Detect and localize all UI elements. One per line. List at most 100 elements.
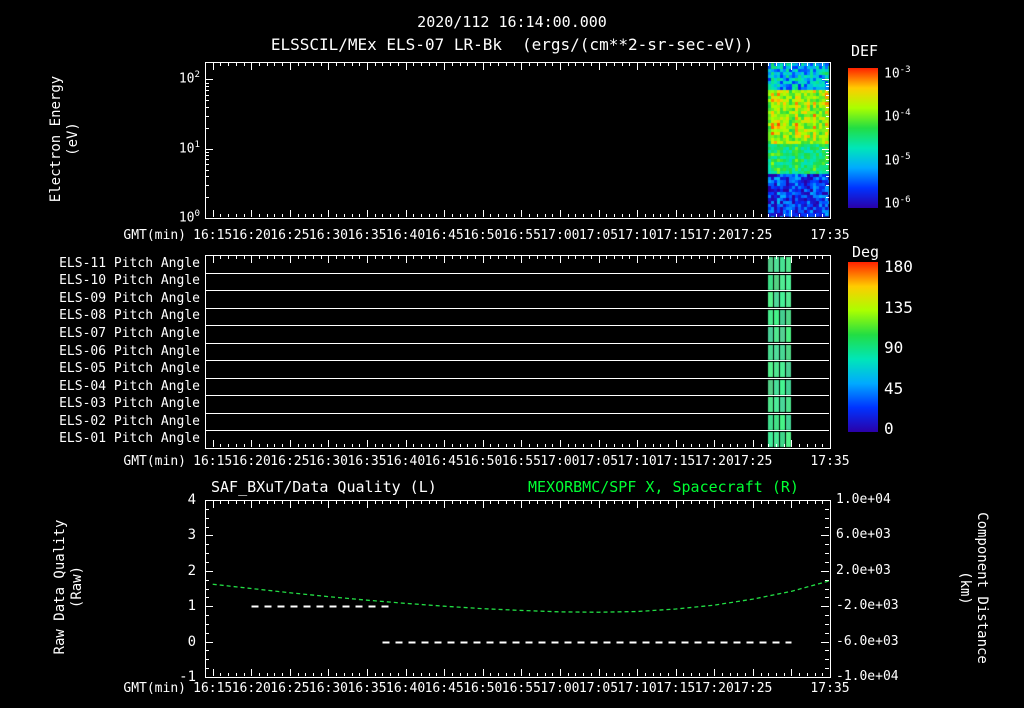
- x-tick-label: 16:45: [424, 228, 464, 243]
- x-tick-label: 16:45: [424, 681, 464, 696]
- pitch-row-label: ELS-09 Pitch Angle: [59, 290, 200, 306]
- plot-title-row: ELSSCIL/MEx ELS-07 LR-Bk (ergs/(cm**2-sr-…: [0, 35, 1024, 54]
- x-tick-label: 16:55: [501, 681, 541, 696]
- x-tick-label: 17:35: [810, 454, 850, 469]
- x-tick-label: 16:50: [463, 454, 503, 469]
- x-tick-label: 17:10: [617, 681, 657, 696]
- x-tick-label: 16:20: [231, 228, 271, 243]
- deg-colorbar-title: Deg: [852, 243, 880, 261]
- pitch-row-label: ELS-08 Pitch Angle: [59, 308, 200, 324]
- pitch-row-label: ELS-01 Pitch Angle: [59, 431, 200, 447]
- p3-left-y-axis-label: Raw Data Quality (Raw): [52, 467, 86, 707]
- p1-y-tick-label: 101: [178, 139, 200, 156]
- pitch-row-label: ELS-11 Pitch Angle: [59, 255, 200, 271]
- p3-left-tick-label: -1: [179, 669, 196, 685]
- x-tick-label: 16:25: [270, 228, 310, 243]
- y-axis-label-line: Raw Data Quality: [52, 519, 68, 655]
- p3-left-tick-label: 3: [187, 527, 196, 544]
- x-tick-label: 16:45: [424, 454, 464, 469]
- x-tick-label: 16:25: [270, 454, 310, 469]
- def-colorbar: [848, 68, 878, 208]
- plot-title: ELSSCIL/MEx ELS-07 LR-Bk: [270, 35, 502, 54]
- y-axis-label-line: (eV): [65, 122, 81, 156]
- plot-units: (ergs/(cm**2-sr-sec-eV)): [522, 35, 754, 54]
- def-colorbar-tick-label: 10-6: [884, 194, 911, 212]
- y-axis-label-line: Component Distance: [974, 512, 990, 664]
- pitch-row-label: ELS-06 Pitch Angle: [59, 343, 200, 359]
- def-colorbar-tick-label: 10-3: [884, 65, 911, 82]
- x-tick-label: 16:40: [386, 454, 426, 469]
- x-tick-label: 16:55: [501, 228, 541, 243]
- x-tick-label: 17:35: [810, 228, 850, 243]
- x-tick-label: 17:20: [694, 454, 734, 469]
- x-tick-label: 17:05: [578, 228, 619, 243]
- pitch-row-label: ELS-10 Pitch Angle: [59, 273, 200, 289]
- x-tick-label: 16:35: [347, 681, 387, 696]
- x-tick-label: 17:20: [694, 681, 734, 696]
- x-tick-label: 16:25: [270, 681, 310, 696]
- p1-y-tick-label: 100: [178, 209, 200, 226]
- x-tick-label: 16:30: [308, 228, 349, 243]
- p3-right-tick-label: -6.0e+03: [836, 633, 899, 649]
- x-tick-label: 16:40: [386, 228, 426, 243]
- x-tick-label: 16:20: [231, 454, 271, 469]
- x-tick-label: 17:10: [617, 228, 657, 243]
- x-tick-label: 17:20: [694, 228, 734, 243]
- deg-colorbar-tick-label: 0: [884, 419, 894, 438]
- x-tick-label: 16:30: [308, 454, 349, 469]
- p3-right-y-axis-label: Component Distance (km): [956, 468, 990, 708]
- x-tick-label: 17:25: [733, 228, 773, 243]
- y-axis-label-line: (km): [957, 571, 973, 605]
- x-tick-label: 17:25: [733, 681, 773, 696]
- x-tick-label: 17:35: [810, 681, 850, 696]
- deg-colorbar-tick-label: 45: [884, 378, 904, 398]
- p3-right-tick-label: -1.0e+04: [836, 669, 899, 684]
- y-axis-label-line: Electron Energy: [48, 75, 64, 203]
- deg-colorbar-tick-label: 180: [884, 257, 913, 276]
- p3-right-tick-label: -2.0e+03: [836, 598, 899, 614]
- x-tick-label: 17:15: [656, 454, 696, 469]
- x-tick-label: 17:15: [656, 681, 696, 696]
- p3-left-series-title: SAF_BXuT/Data Quality (L): [211, 478, 437, 496]
- p3-right-series-title: MEXORBMC/SPF X, Spacecraft (R): [528, 478, 799, 496]
- x-tick-label: 16:15: [193, 228, 233, 243]
- pitch-row-label: ELS-04 Pitch Angle: [59, 378, 200, 394]
- x-tick-label: 16:15: [193, 681, 233, 696]
- x-tick-label: 16:55: [501, 454, 541, 469]
- x-tick-label: 16:35: [347, 454, 387, 469]
- x-tick-label: 17:00: [540, 681, 580, 696]
- x-tick-label: 17:05: [578, 454, 619, 469]
- pitch-row-label: ELS-07 Pitch Angle: [59, 325, 200, 341]
- x-tick-label: 16:40: [386, 681, 426, 696]
- p1-y-tick-label: 102: [178, 70, 200, 87]
- x-tick-label: 17:00: [540, 228, 580, 243]
- x-tick-label: 17:05: [578, 681, 619, 696]
- x-tick-label: 17:00: [540, 454, 580, 469]
- x-tick-label: 17:10: [617, 454, 657, 469]
- x-tick-label: 16:20: [231, 681, 271, 696]
- pitch-row-label: ELS-05 Pitch Angle: [59, 361, 200, 377]
- gmt-axis-label-1: GMT(min): [123, 228, 186, 243]
- y-axis-label-line: (Raw): [69, 565, 85, 609]
- pitch-row-label: ELS-03 Pitch Angle: [59, 396, 200, 412]
- p3-left-tick-label: 0: [187, 633, 196, 650]
- x-tick-label: 16:50: [463, 681, 503, 696]
- def-colorbar-tick-label: 10-4: [884, 108, 911, 125]
- x-tick-label: 17:15: [656, 228, 696, 243]
- x-tick-label: 16:30: [308, 681, 349, 696]
- def-colorbar-title: DEF: [851, 42, 879, 60]
- pitch-row-label: ELS-02 Pitch Angle: [59, 413, 200, 429]
- p3-left-tick-label: 2: [187, 562, 196, 579]
- x-tick-label: 16:50: [463, 228, 503, 243]
- p1-y-axis-label: Electron Energy (eV): [48, 19, 82, 259]
- p3-right-tick-label: 2.0e+03: [836, 562, 891, 578]
- p3-right-tick-label: 6.0e+03: [836, 527, 891, 543]
- timestamp-title: 2020/112 16:14:00.000: [417, 13, 607, 31]
- gmt-axis-label-2: GMT(min): [123, 454, 186, 469]
- def-colorbar-tick-label: 10-5: [884, 151, 911, 168]
- deg-colorbar: [848, 262, 878, 432]
- p3-right-tick-label: 1.0e+04: [836, 492, 891, 507]
- x-tick-label: 16:35: [347, 228, 387, 243]
